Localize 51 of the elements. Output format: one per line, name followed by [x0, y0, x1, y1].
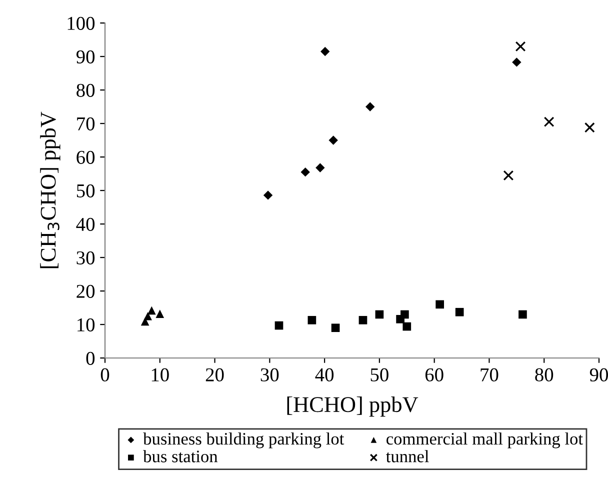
- point: [366, 102, 375, 112]
- legend-label: business building parking lot: [143, 432, 344, 448]
- point: [147, 306, 156, 315]
- x-tick-label: 10: [152, 368, 169, 382]
- x-tick-label: 0: [100, 368, 110, 382]
- y-tick-label: 50: [76, 184, 95, 198]
- x-tick-label: 90: [590, 368, 608, 382]
- y-tick-label: 100: [68, 16, 95, 30]
- point: [544, 116, 554, 128]
- y-tick-label: 30: [76, 251, 95, 264]
- point: [328, 136, 338, 145]
- point: [518, 310, 527, 319]
- x-tick-label: 40: [315, 368, 334, 382]
- y-axis-title: [CH$_{3}$CHO] ppbV: [40, 112, 60, 268]
- x-tick-label: 30: [260, 368, 279, 382]
- x-tick-label: 70: [480, 368, 498, 382]
- point: [402, 322, 412, 331]
- x-tick-label: 20: [206, 368, 224, 382]
- legend-label: commercial mall parking lot: [386, 432, 583, 448]
- y-tick-label: 20: [76, 284, 95, 298]
- point: [308, 316, 316, 324]
- point: [455, 308, 464, 316]
- point: [503, 170, 514, 181]
- x-tick-label: 60: [425, 368, 444, 382]
- x-axis-title: [HCHO] ppbV: [287, 396, 418, 417]
- x-tick-label: 80: [535, 368, 554, 382]
- y-tick-label: 10: [78, 318, 95, 332]
- point: [263, 190, 273, 200]
- point: [358, 316, 368, 324]
- point: [515, 41, 526, 52]
- legend-label: bus station: [143, 450, 218, 462]
- point: [144, 312, 152, 320]
- y-tick-label: 0: [86, 352, 95, 365]
- y-tick-label: 80: [76, 84, 95, 97]
- point: [156, 310, 164, 318]
- legend-label: tunnel: [386, 450, 429, 462]
- point: [584, 122, 595, 133]
- point: [400, 310, 409, 319]
- point: [436, 300, 444, 309]
- x-tick-label: 50: [370, 368, 388, 382]
- point: [512, 58, 522, 67]
- point: [331, 324, 340, 332]
- y-tick-label: 40: [76, 218, 95, 231]
- point: [274, 321, 284, 330]
- y-tick-label: 90: [76, 50, 95, 64]
- y-tick-label: 60: [76, 150, 95, 164]
- y-tick-label: 70: [77, 117, 95, 130]
- point: [300, 167, 310, 177]
- point: [320, 46, 330, 56]
- point: [316, 163, 325, 172]
- point: [375, 310, 384, 319]
